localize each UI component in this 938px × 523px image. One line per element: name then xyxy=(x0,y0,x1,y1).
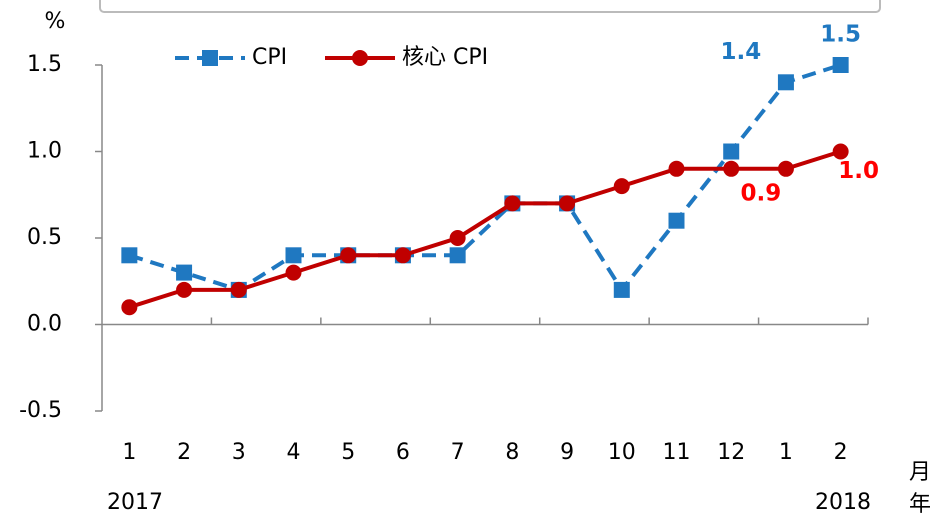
x-tick-label: 6 xyxy=(396,440,410,465)
y-tick-label: -0.5 xyxy=(19,398,62,423)
point xyxy=(230,281,247,298)
x-tick-label: 7 xyxy=(451,440,465,465)
point xyxy=(176,264,193,281)
y-tick-label: 0.5 xyxy=(27,225,62,250)
data-label: 1.4 xyxy=(721,39,762,65)
point xyxy=(668,212,685,229)
year-label: 2017 xyxy=(107,490,163,515)
legend-label: 核心 CPI xyxy=(402,45,488,70)
y-tick-label: 1.5 xyxy=(27,52,62,77)
year-unit: 年 xyxy=(909,492,931,517)
x-unit: 月 xyxy=(909,460,931,485)
point xyxy=(723,160,740,177)
point xyxy=(340,247,357,264)
point xyxy=(777,160,794,177)
data-label: 1.0 xyxy=(838,158,879,184)
data-label: 1.5 xyxy=(820,22,861,48)
point xyxy=(559,195,576,212)
point xyxy=(121,299,138,316)
x-tick-label: 2 xyxy=(177,440,191,465)
x-tick-label: 1 xyxy=(779,440,793,465)
point xyxy=(668,160,685,177)
point xyxy=(613,281,630,298)
x-tick-label: 1 xyxy=(122,440,136,465)
x-tick-label: 11 xyxy=(663,440,691,465)
point xyxy=(285,264,302,281)
point xyxy=(723,143,740,160)
y-tick-label: 0.0 xyxy=(27,312,62,337)
point xyxy=(777,74,794,91)
x-tick-label: 8 xyxy=(505,440,519,465)
point xyxy=(121,247,138,264)
x-tick-label: 2 xyxy=(834,440,848,465)
x-tick-label: 3 xyxy=(232,440,246,465)
legend-marker xyxy=(202,50,218,66)
year-label: 2018 xyxy=(815,490,871,515)
y-unit: % xyxy=(45,9,66,34)
point xyxy=(613,178,630,195)
x-tick-label: 12 xyxy=(717,440,745,465)
x-tick-label: 10 xyxy=(608,440,636,465)
data-label: 0.9 xyxy=(741,180,782,206)
x-tick-label: 5 xyxy=(341,440,355,465)
legend-label: CPI xyxy=(252,45,287,70)
series-line xyxy=(128,63,842,294)
point xyxy=(832,143,849,160)
legend-marker xyxy=(352,50,368,66)
point xyxy=(449,230,466,246)
x-tick-label: 4 xyxy=(287,440,301,465)
y-tick-label: 1.0 xyxy=(27,139,62,164)
frame-edge xyxy=(99,0,881,13)
point xyxy=(176,281,193,298)
point xyxy=(394,247,411,264)
x-tick-label: 9 xyxy=(560,440,574,465)
point xyxy=(504,195,521,212)
point xyxy=(449,247,466,264)
point xyxy=(832,57,849,73)
series-line xyxy=(128,149,842,310)
point xyxy=(285,247,302,264)
